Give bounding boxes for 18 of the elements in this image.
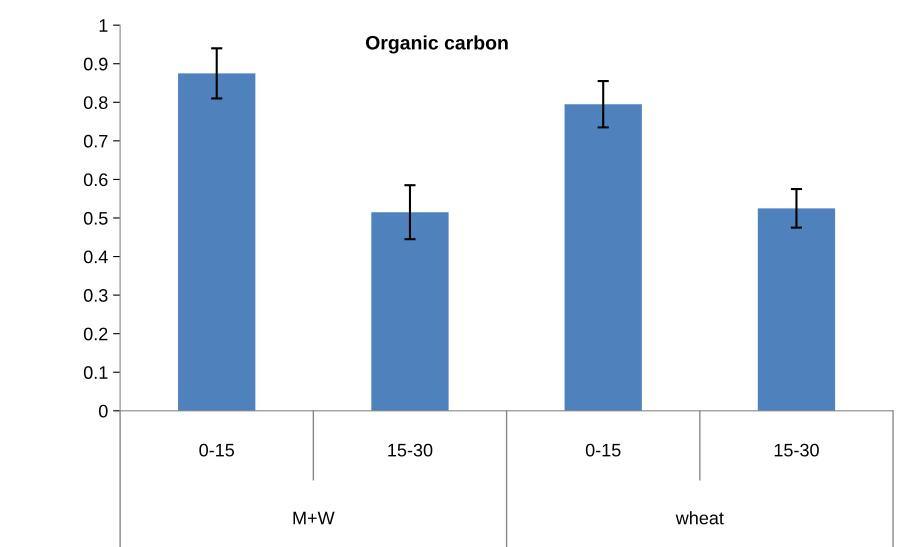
- y-tick-label: 0.2: [84, 328, 108, 340]
- y-tick-label: 0.9: [84, 58, 108, 70]
- y-tick-label: 0.5: [84, 212, 108, 225]
- chart-title: Organic carbon: [366, 35, 508, 54]
- y-tick-label: 0.7: [84, 134, 108, 148]
- y-tick-label: 0.6: [84, 173, 108, 186]
- text: wheat: [676, 511, 724, 524]
- y-tick-label: 0.3: [84, 289, 108, 302]
- y-tick-label: 0.8: [84, 96, 108, 110]
- y-tick-label: 0.1: [84, 366, 108, 379]
- y-tick-label: 0: [98, 404, 108, 418]
- y-tick-label: 1: [100, 19, 108, 32]
- x-tick-label: 0-15: [586, 444, 621, 457]
- x-tick-label: 15-30: [388, 444, 432, 457]
- x-tick-label: 0-15: [199, 444, 234, 457]
- x-tick-label: 15-30: [774, 444, 819, 457]
- y-tick-label: 0.4: [84, 250, 108, 264]
- text: M+W: [294, 512, 335, 524]
